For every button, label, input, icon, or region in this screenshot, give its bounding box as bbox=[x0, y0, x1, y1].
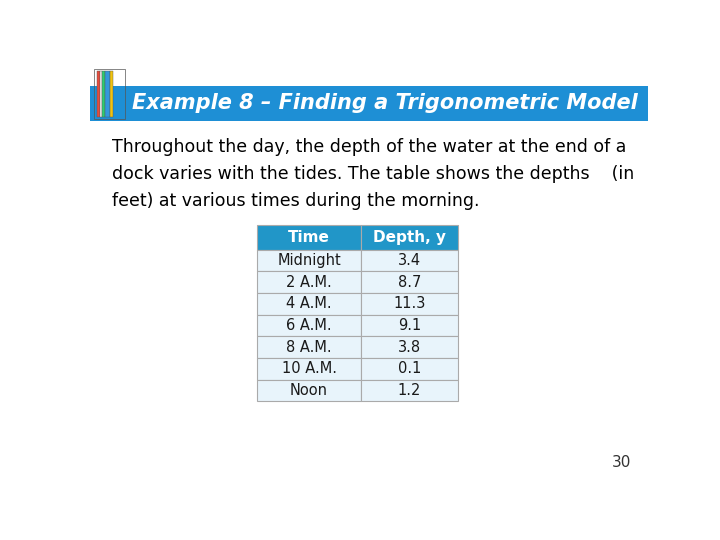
Text: 10 A.M.: 10 A.M. bbox=[282, 361, 336, 376]
Text: Depth, y: Depth, y bbox=[373, 230, 446, 245]
Text: Example 8 – Finding a Trigonometric Model: Example 8 – Finding a Trigonometric Mode… bbox=[132, 93, 638, 113]
Text: 3.4: 3.4 bbox=[398, 253, 421, 268]
FancyBboxPatch shape bbox=[258, 336, 361, 358]
FancyBboxPatch shape bbox=[258, 315, 361, 336]
Text: 3.8: 3.8 bbox=[398, 340, 421, 355]
Text: Throughout the day, the depth of the water at the end of a: Throughout the day, the depth of the wat… bbox=[112, 138, 626, 156]
Text: 11.3: 11.3 bbox=[393, 296, 426, 312]
FancyBboxPatch shape bbox=[361, 293, 458, 315]
FancyBboxPatch shape bbox=[90, 85, 648, 121]
FancyBboxPatch shape bbox=[361, 315, 458, 336]
FancyBboxPatch shape bbox=[102, 71, 105, 117]
FancyBboxPatch shape bbox=[361, 380, 458, 401]
Text: 0.1: 0.1 bbox=[397, 361, 421, 376]
FancyBboxPatch shape bbox=[361, 272, 458, 293]
Text: 30: 30 bbox=[612, 455, 631, 470]
FancyBboxPatch shape bbox=[109, 71, 113, 117]
FancyBboxPatch shape bbox=[258, 250, 361, 272]
Text: Time: Time bbox=[288, 230, 330, 245]
FancyBboxPatch shape bbox=[258, 225, 361, 250]
FancyBboxPatch shape bbox=[96, 71, 100, 117]
Text: 2 A.M.: 2 A.M. bbox=[286, 275, 332, 290]
FancyBboxPatch shape bbox=[105, 71, 109, 117]
FancyBboxPatch shape bbox=[258, 358, 361, 380]
Text: Midnight: Midnight bbox=[277, 253, 341, 268]
Text: 6 A.M.: 6 A.M. bbox=[287, 318, 332, 333]
FancyBboxPatch shape bbox=[361, 358, 458, 380]
FancyBboxPatch shape bbox=[361, 225, 458, 250]
FancyBboxPatch shape bbox=[361, 336, 458, 358]
Text: Noon: Noon bbox=[290, 383, 328, 398]
Text: 8.7: 8.7 bbox=[397, 275, 421, 290]
FancyBboxPatch shape bbox=[258, 380, 361, 401]
Text: 4 A.M.: 4 A.M. bbox=[287, 296, 332, 312]
Text: 8 A.M.: 8 A.M. bbox=[287, 340, 332, 355]
Text: 9.1: 9.1 bbox=[398, 318, 421, 333]
FancyBboxPatch shape bbox=[361, 250, 458, 272]
FancyBboxPatch shape bbox=[100, 71, 102, 117]
Text: feet) at various times during the morning.: feet) at various times during the mornin… bbox=[112, 192, 480, 210]
FancyBboxPatch shape bbox=[258, 293, 361, 315]
FancyBboxPatch shape bbox=[258, 272, 361, 293]
Text: dock varies with the tides. The table shows the depths    (in: dock varies with the tides. The table sh… bbox=[112, 165, 634, 183]
Text: 1.2: 1.2 bbox=[397, 383, 421, 398]
